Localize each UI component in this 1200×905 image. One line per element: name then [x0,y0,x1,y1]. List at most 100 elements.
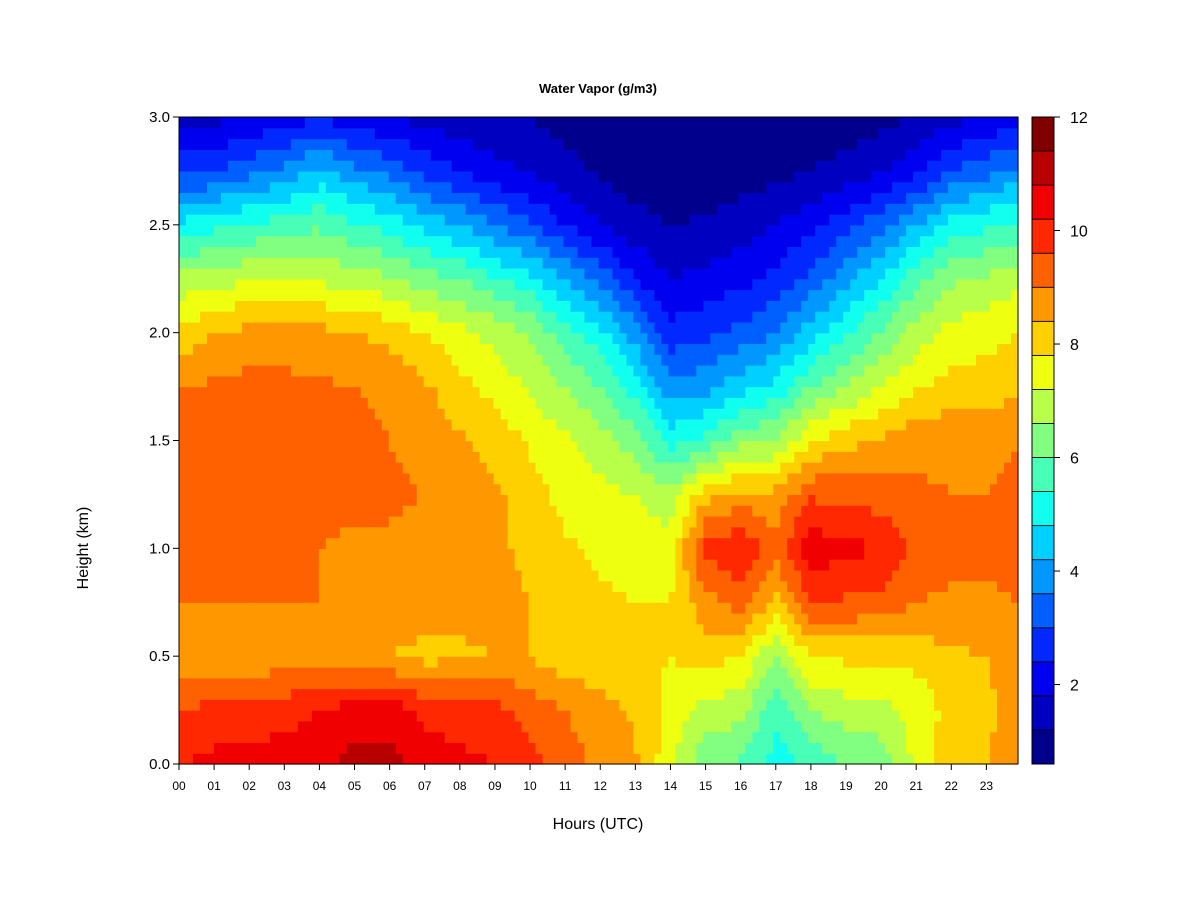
heatmap-cell [297,332,306,345]
heatmap-cell [290,666,299,679]
heatmap-cell [570,418,579,431]
heatmap-cell [437,429,446,442]
heatmap-cell [633,623,642,636]
heatmap-cell [752,235,760,247]
heatmap-cell [304,591,313,603]
heatmap-cell [332,246,341,258]
heatmap-cell [500,192,509,204]
heatmap-cell [759,720,767,733]
heatmap-cell [311,559,320,571]
heatmap-cell [283,559,292,571]
heatmap-cell [703,710,711,722]
heatmap-cell [745,505,753,517]
heatmap-cell [668,677,677,690]
heatmap-cell [416,343,425,355]
heatmap-cell [661,278,670,291]
heatmap-cell [416,354,425,366]
heatmap-cell [661,526,670,539]
heatmap-cell [199,343,208,355]
heatmap-cell [577,170,586,183]
heatmap-cell [598,224,607,237]
heatmap-cell [276,515,285,528]
heatmap-cell [283,440,292,452]
heatmap-cell [185,300,194,312]
heatmap-cell [528,246,537,258]
heatmap-cell [199,267,208,280]
heatmap-cell [444,149,453,161]
heatmap-cell [668,246,677,258]
heatmap-cell [276,214,285,226]
heatmap-cell [262,462,271,474]
heatmap-cell [213,289,222,301]
heatmap-cell [640,580,649,593]
heatmap-cell [514,170,523,183]
heatmap-cell [360,181,369,194]
heatmap-cell [570,623,579,636]
heatmap-cell [626,602,635,614]
heatmap-cell [234,138,243,150]
heatmap-cell [717,451,725,463]
heatmap-cell [402,645,411,657]
heatmap-cell [402,300,411,312]
heatmap-cell [682,170,690,183]
heatmap-cell [437,494,446,506]
heatmap-cell [213,440,222,452]
heatmap-cell [227,688,236,700]
heatmap-cell [717,559,725,571]
heatmap-cell [353,386,362,398]
heatmap-cell [388,537,397,549]
heatmap-cell [717,160,725,172]
heatmap-cell [731,483,739,496]
heatmap-cell [500,515,509,528]
heatmap-cell [332,656,341,668]
heatmap-cell [346,343,355,355]
heatmap-cell [241,235,250,247]
heatmap-cell [206,257,215,269]
heatmap-cell [465,267,474,280]
heatmap-cell [612,656,621,668]
heatmap-cell [179,613,187,625]
heatmap-cell [234,656,243,668]
heatmap-cell [304,289,313,301]
heatmap-cell [542,602,551,614]
heatmap-cell [409,569,418,582]
heatmap-cell [339,418,348,431]
heatmap-cell [444,203,453,215]
heatmap-cell [654,354,663,366]
heatmap-cell [612,278,621,291]
heatmap-cell [255,203,264,215]
heatmap-cell [549,548,558,560]
heatmap-cell [563,429,572,442]
heatmap-cell [346,483,355,496]
heatmap-cell [283,580,292,593]
heatmap-cell [220,149,229,161]
heatmap-cell [381,160,390,172]
heatmap-cell [199,623,208,636]
heatmap-cell [179,192,187,204]
heatmap-cell [234,720,243,733]
heatmap-cell [360,138,369,150]
heatmap-cell [703,462,711,474]
heatmap-cell [346,548,355,560]
heatmap-cell [738,203,746,215]
heatmap-cell [703,591,711,603]
heatmap-cell [654,160,663,172]
heatmap-cell [283,699,292,711]
heatmap-cell [430,181,439,194]
heatmap-cell [465,537,474,549]
heatmap-cell [591,203,600,215]
heatmap-cell [465,710,474,722]
heatmap-cell [577,451,586,463]
heatmap-cell [311,699,320,711]
heatmap-cell [185,246,194,258]
heatmap-cell [444,332,453,345]
heatmap-cell [374,559,383,571]
heatmap-cell [591,332,600,345]
heatmap-cell [423,623,432,636]
heatmap-cell [297,451,306,463]
heatmap-cell [304,181,313,194]
heatmap-cell [248,192,257,204]
heatmap-cell [549,332,558,345]
heatmap-cell [213,753,222,765]
heatmap-cell [514,278,523,291]
